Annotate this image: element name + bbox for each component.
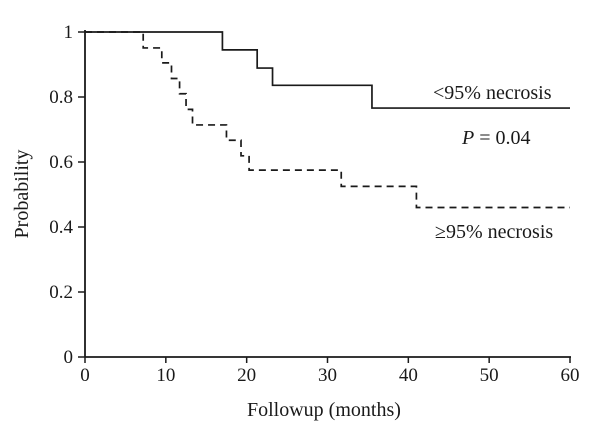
y-tick-label: 0.2 <box>49 282 73 303</box>
x-tick-label: 50 <box>480 365 499 386</box>
x-axis-title: Followup (months) <box>247 399 401 421</box>
x-tick-label: 40 <box>399 365 418 386</box>
x-tick-label: 0 <box>80 365 90 386</box>
y-tick-label: 0 <box>64 347 74 368</box>
series-line-dashed <box>85 31 570 209</box>
series-label-solid: <95% necrosis <box>433 82 552 104</box>
x-tick-label: 60 <box>561 365 580 386</box>
p-value-symbol: P <box>462 127 475 149</box>
p-value-text: = 0.04 <box>474 127 531 149</box>
series-label-dashed: ≥95% necrosis <box>435 221 554 243</box>
y-tick-label: 0.8 <box>49 87 73 108</box>
x-tick-label: 10 <box>156 365 175 386</box>
series-line-solid <box>85 31 570 109</box>
x-tick-label: 20 <box>237 365 256 386</box>
x-tick-label: 30 <box>318 365 337 386</box>
p-value-label: P = 0.04 <box>462 128 531 148</box>
y-tick-label: 0.6 <box>49 152 73 173</box>
y-axis-title: Probability <box>11 149 33 239</box>
y-tick-label: 0.4 <box>49 217 73 238</box>
y-tick-label: 1 <box>64 22 74 43</box>
